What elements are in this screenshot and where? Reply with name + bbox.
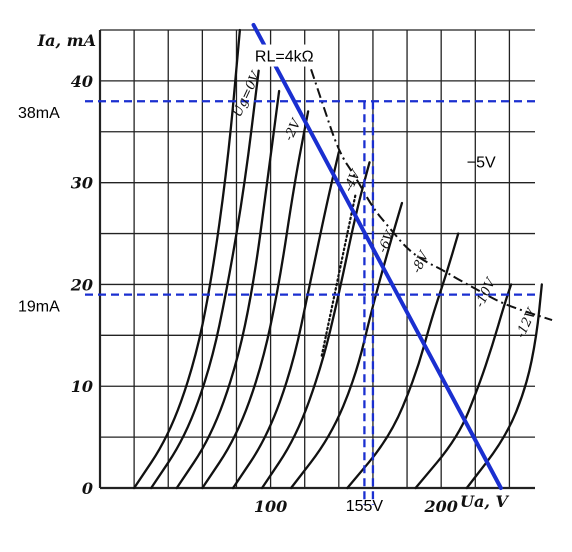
plate-curve bbox=[175, 89, 281, 490]
overlays bbox=[85, 22, 553, 505]
curve-label: -6V bbox=[375, 228, 399, 256]
load-line bbox=[251, 22, 503, 490]
y-tick-label: 40 bbox=[71, 72, 93, 91]
y-tick-label: 10 bbox=[71, 377, 93, 396]
x-tick-label: 200 bbox=[423, 497, 457, 516]
plate-curve bbox=[346, 232, 460, 490]
x-tick-label: 100 bbox=[254, 497, 287, 516]
curve-label: -10V bbox=[473, 275, 500, 310]
curve-label: -2V bbox=[282, 116, 306, 144]
x-axis-title: Ua, V bbox=[460, 492, 509, 511]
guide-label: 155V bbox=[346, 498, 384, 515]
y-axis-title: Ia, mA bbox=[37, 31, 96, 50]
plate-curve bbox=[132, 28, 242, 490]
y-tick-label: 20 bbox=[70, 275, 93, 294]
load-line-label-bg bbox=[240, 44, 329, 67]
plate-curve bbox=[150, 69, 260, 490]
plate-curve bbox=[201, 110, 310, 490]
plate-curve bbox=[414, 283, 513, 490]
y-tick-label: 0 bbox=[82, 479, 93, 498]
plate-curves bbox=[132, 28, 543, 490]
plate-curve bbox=[465, 283, 543, 490]
guide-label: 38mA bbox=[18, 105, 60, 122]
plate-curve bbox=[231, 150, 340, 490]
curve-label: -8V bbox=[409, 248, 433, 276]
y-tick-label: 30 bbox=[71, 174, 93, 193]
grid bbox=[98, 29, 535, 490]
plate-curve bbox=[260, 161, 371, 490]
load-line-label: RL=4kΩ bbox=[255, 49, 314, 66]
max-dissipation-curve bbox=[303, 50, 553, 322]
guide-label: 19mA bbox=[18, 299, 60, 316]
bias-annotation: −5V bbox=[467, 154, 496, 171]
